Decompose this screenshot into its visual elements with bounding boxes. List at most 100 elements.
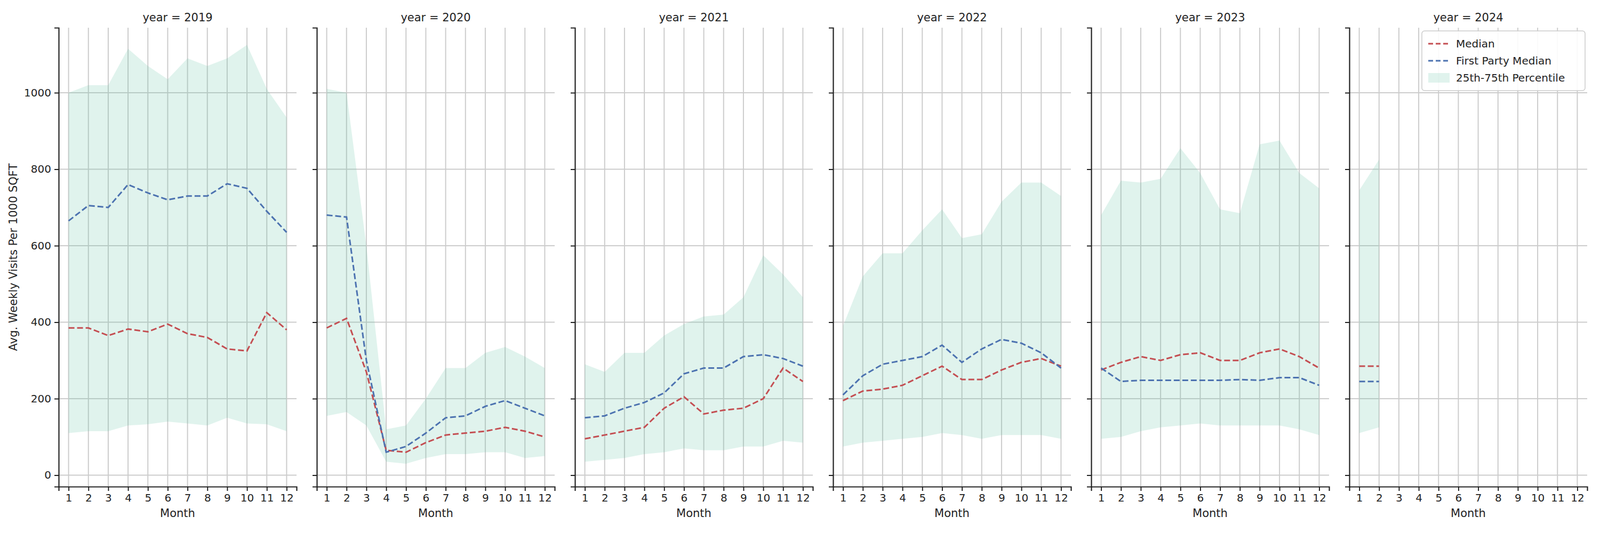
y-tick-mark [1086, 322, 1092, 324]
x-tick-label: 3 [1395, 491, 1403, 505]
y-tick-mark [828, 169, 834, 171]
x-tick-label: 6 [939, 491, 947, 505]
x-tick-mark [386, 486, 388, 492]
x-axis-line [575, 487, 814, 492]
x-tick-label: 8 [462, 491, 470, 505]
grid-line-y [574, 245, 813, 247]
y-tick-mark [828, 475, 834, 477]
x-tick: 4 [641, 486, 648, 505]
facet-panel: 123456789101112year = 2022Month [828, 11, 1072, 520]
percentile-band [1101, 140, 1320, 440]
panel-title: year = 2021 [658, 11, 729, 24]
x-tick-label: 8 [978, 491, 986, 505]
facet-panel: 123456789101112year = 2024MonthMedianFir… [1345, 11, 1588, 520]
y-axis-line [312, 28, 318, 488]
x-tick: 6 [164, 486, 172, 505]
x-tick-mark [1041, 486, 1043, 492]
x-tick-label: 6 [164, 491, 172, 505]
y-tick [1086, 245, 1092, 247]
x-tick: 11 [260, 486, 274, 505]
y-tick [1345, 398, 1350, 400]
y-tick [570, 398, 575, 400]
y-axis-line [828, 28, 834, 488]
x-tick-mark [941, 486, 943, 492]
y-tick-mark [1086, 398, 1092, 400]
x-axis: 123456789101112 [317, 486, 556, 505]
y-tick-mark [1345, 322, 1350, 324]
y-tick [312, 398, 317, 400]
x-tick: 9 [1256, 486, 1264, 505]
x-tick-label: 3 [1137, 491, 1145, 505]
x-tick-label: 12 [1570, 491, 1584, 505]
y-axis [828, 28, 834, 488]
series-line [843, 358, 1062, 402]
x-tick-mark [842, 486, 844, 492]
x-tick-mark [644, 486, 646, 492]
x-tick: 9 [998, 486, 1006, 505]
grid-line-y [833, 92, 1071, 94]
x-tick-mark [1021, 486, 1023, 492]
facet-panel: 123456789101112year = 2021Month [570, 11, 814, 520]
x-tick-label: 4 [124, 491, 132, 505]
x-tick: 5 [1435, 486, 1443, 505]
x-tick: 10 [1273, 486, 1287, 505]
x-tick-label: 12 [796, 491, 810, 505]
y-tick-mark [570, 475, 575, 477]
y-tick-mark [570, 322, 575, 324]
x-tick: 1 [581, 486, 589, 505]
x-tick: 5 [402, 486, 410, 505]
x-tick-mark [1477, 486, 1479, 492]
x-tick-mark [524, 486, 526, 492]
y-tick-mark [312, 398, 317, 400]
x-tick: 9 [1514, 486, 1522, 505]
x-tick: 7 [1475, 486, 1483, 505]
x-tick-mark [405, 486, 407, 492]
x-tick-label: 3 [879, 491, 887, 505]
x-tick: 8 [720, 486, 728, 505]
x-tick: 8 [1236, 486, 1244, 505]
y-tick: 0 [44, 468, 59, 482]
x-tick-mark [802, 486, 804, 492]
grid-line-y [574, 168, 813, 170]
x-tick: 7 [442, 486, 450, 505]
x-tick-mark [445, 486, 447, 492]
x-tick-label: 4 [641, 491, 648, 505]
y-tick-label: 200 [30, 392, 52, 406]
chart-canvas: 12345678910111202004006008001000year = 2… [0, 0, 1600, 533]
x-tick-label: 7 [442, 491, 450, 505]
y-tick-mark [1086, 245, 1092, 247]
x-tick-label: 1 [581, 491, 589, 505]
series-line [326, 215, 546, 453]
y-tick [570, 169, 575, 170]
x-tick-label: 3 [105, 491, 112, 505]
x-tick: 3 [1137, 486, 1145, 505]
y-tick: 600 [30, 239, 59, 253]
y-tick [828, 322, 834, 323]
x-tick-label: 11 [776, 491, 790, 505]
x-tick-label: 10 [498, 491, 512, 505]
y-tick-mark [1345, 92, 1350, 94]
x-tick-mark [782, 486, 784, 492]
x-tick: 12 [1312, 486, 1326, 505]
x-axis: 123456789101112 [833, 486, 1072, 505]
x-axis: 123456789101112 [1091, 486, 1330, 505]
x-tick-label: 1 [65, 491, 73, 505]
y-tick-mark [312, 322, 317, 324]
series-line [585, 368, 804, 440]
grid [1091, 27, 1330, 487]
legend-swatch [1428, 73, 1450, 83]
series-line [68, 313, 287, 352]
plot-area [1101, 140, 1320, 440]
y-tick [312, 92, 317, 94]
x-tick-mark [544, 486, 546, 492]
y-tick: 200 [30, 392, 59, 406]
series-line [1101, 349, 1320, 371]
x-tick: 7 [700, 486, 708, 505]
y-tick [1086, 169, 1092, 170]
x-tick-mark [1299, 486, 1301, 492]
legend-label: First Party Median [1456, 54, 1552, 68]
x-tick-label: 12 [1312, 491, 1326, 505]
x-tick-label: 7 [184, 491, 192, 505]
x-tick-mark [187, 486, 189, 492]
y-tick [570, 245, 575, 247]
